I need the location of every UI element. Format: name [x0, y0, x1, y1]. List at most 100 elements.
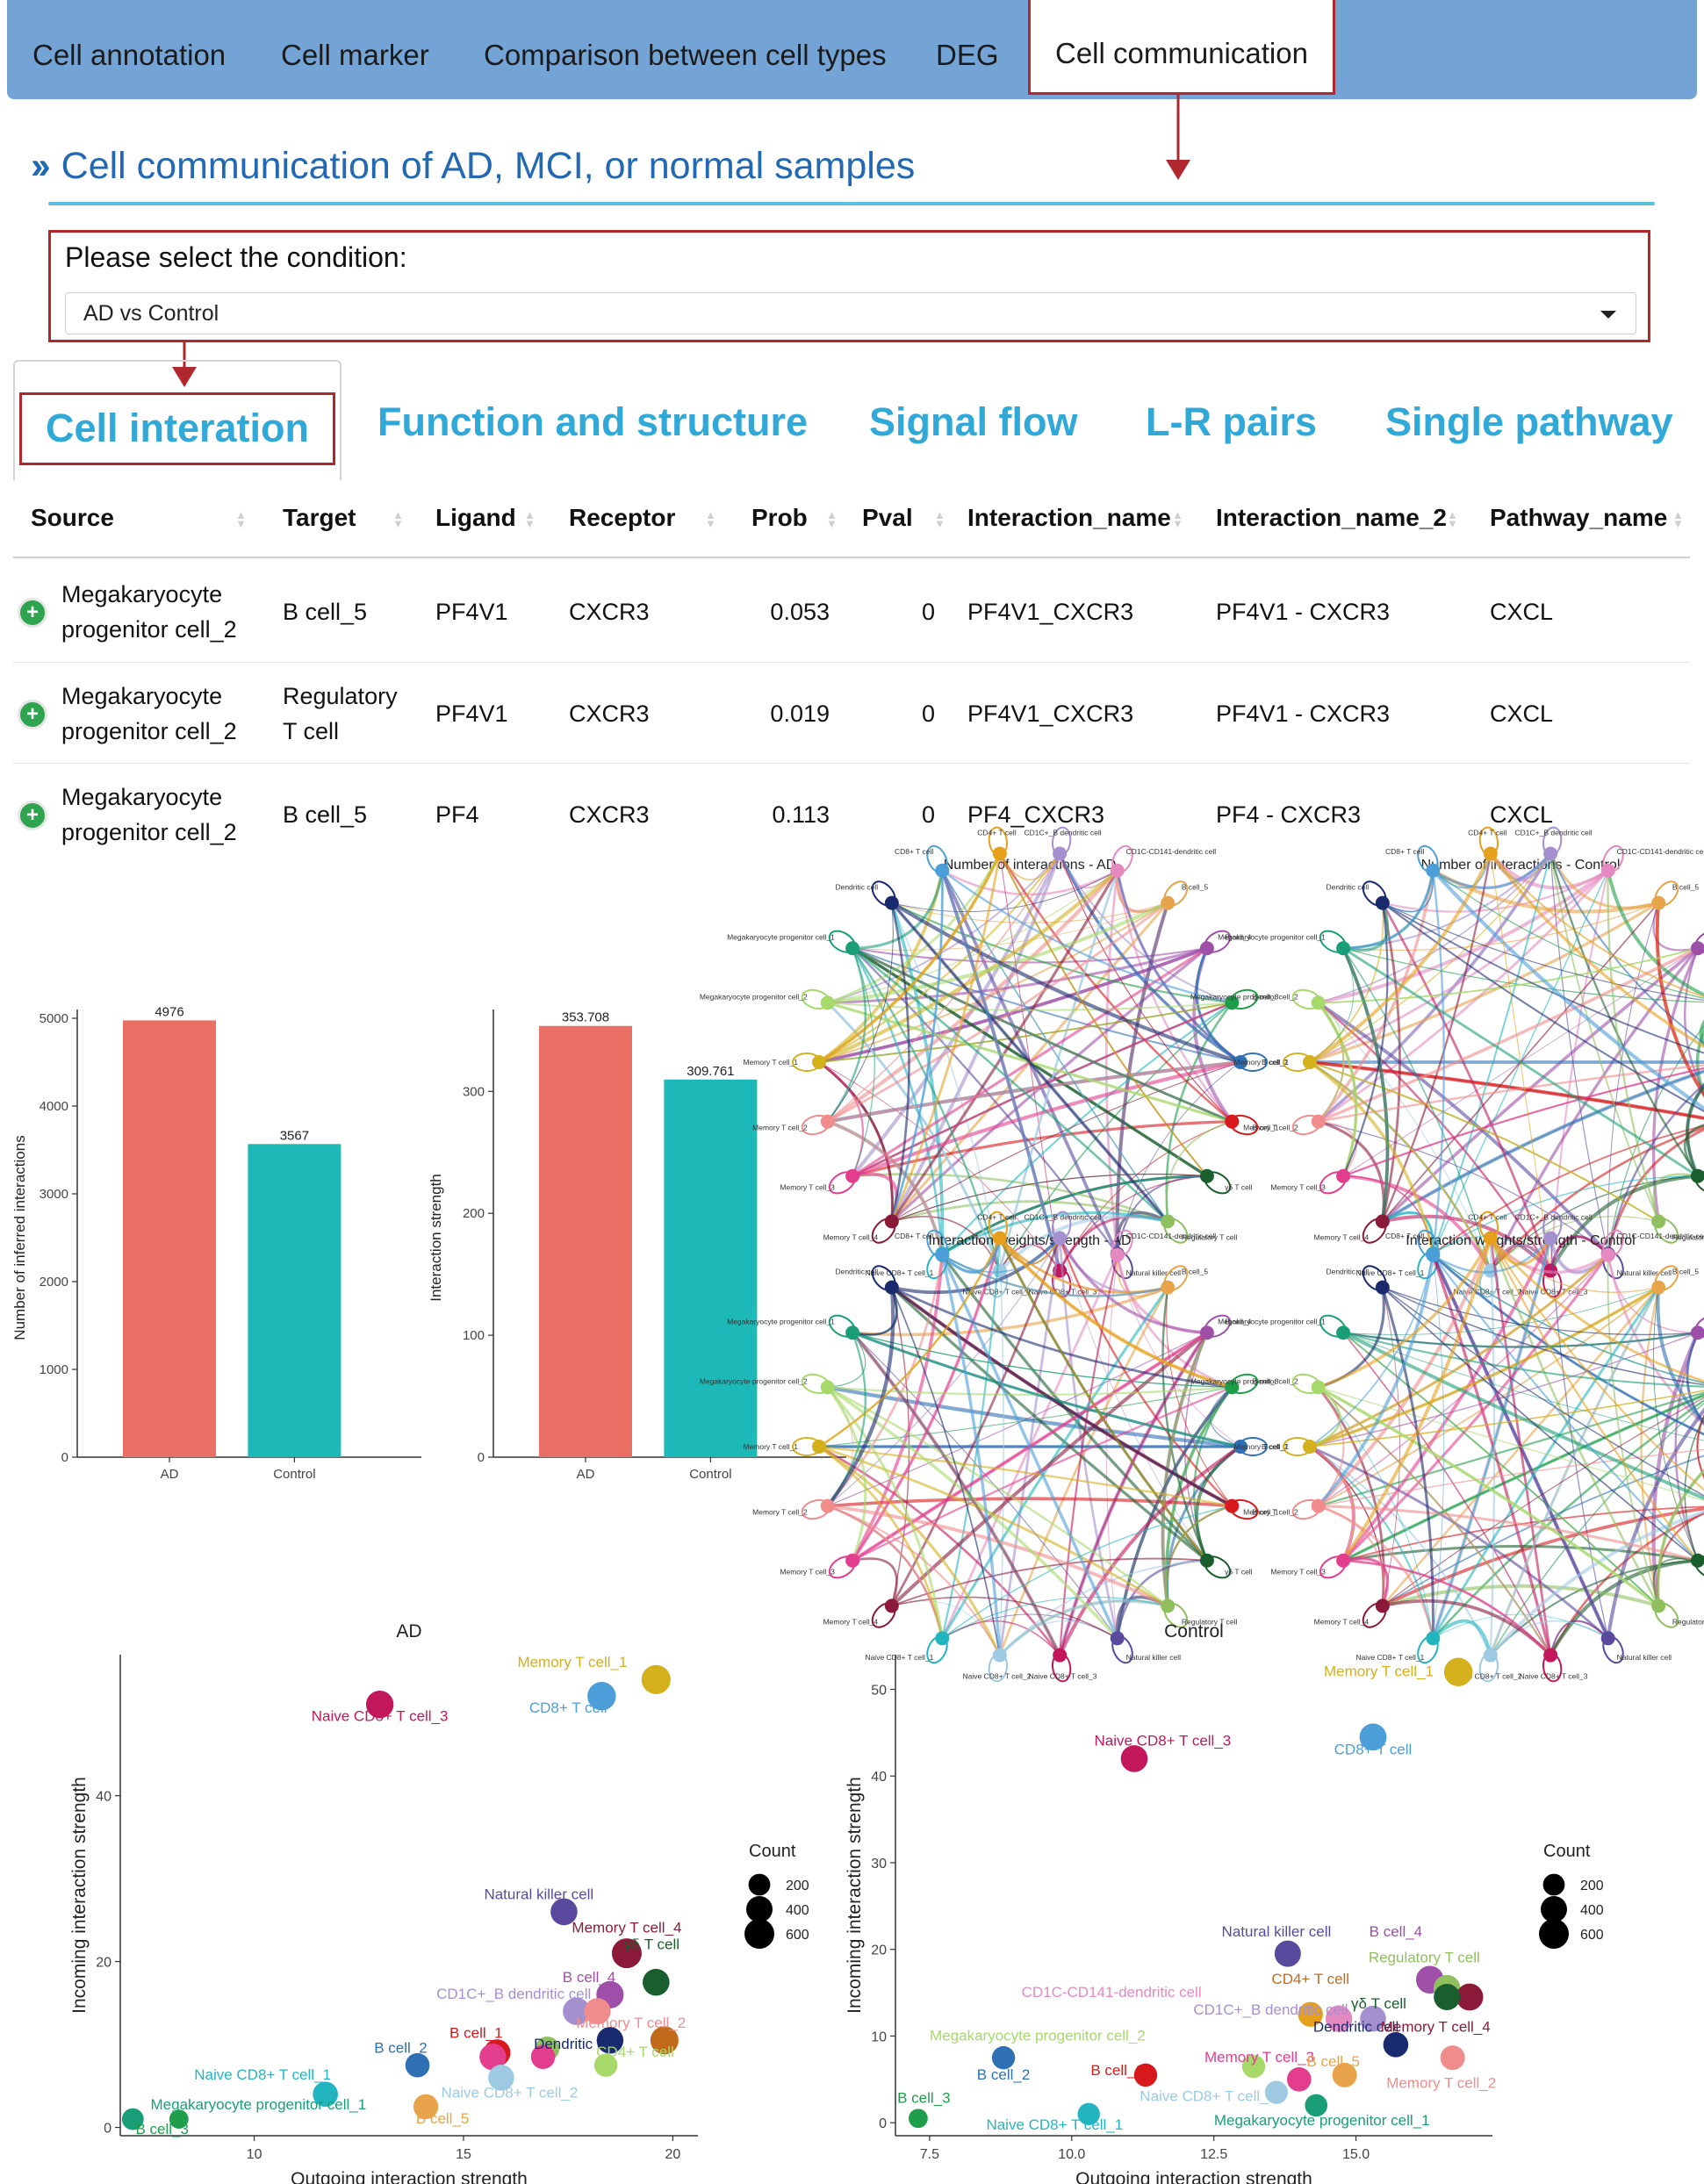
network-edge: [1309, 869, 1609, 1064]
network-node: [1199, 1325, 1214, 1340]
cell-prob: 0.053: [770, 599, 830, 625]
scatter-point: [1264, 2080, 1289, 2104]
network-node: [1375, 1280, 1390, 1295]
network-node: [1690, 1168, 1704, 1183]
subtab-cell-interation[interactable]: Cell interation: [19, 392, 335, 465]
network-edge: [1166, 1287, 1233, 1506]
cell-interaction-name-2: PF4V1 - CXCR3: [1216, 599, 1391, 625]
network-node-label: Memory T cell_3: [1270, 1183, 1326, 1192]
network-node: [1311, 1114, 1326, 1129]
subtab-single-pathway[interactable]: Single pathway: [1385, 399, 1673, 444]
legend-size-label: 600: [1580, 1928, 1604, 1943]
network-node: [1110, 1247, 1125, 1262]
network-node: [1375, 1214, 1390, 1229]
network-title: Number of interactions - AD: [944, 858, 1117, 873]
network-node-label: B cell_5: [1182, 882, 1209, 891]
tab-deg[interactable]: DEG: [936, 39, 999, 71]
y-axis-title: Incoming interaction strength: [69, 1777, 90, 2014]
column-header-pval[interactable]: Pval: [862, 504, 913, 531]
network-node: [1053, 1231, 1068, 1246]
network-edge: [1431, 869, 1704, 1111]
y-tick-label: 5000: [40, 1011, 68, 1026]
y-tick-label: 50: [871, 1683, 887, 1698]
column-header-target[interactable]: Target: [283, 504, 356, 531]
sort-icon[interactable]: ▲ ▼: [1672, 508, 1684, 530]
cell-target: B cell_5: [283, 801, 368, 828]
column-header-source[interactable]: Source: [31, 504, 114, 531]
network-edge: [891, 1287, 1001, 1656]
sort-icon[interactable]: ▲ ▼: [1447, 508, 1458, 530]
network-node-label: Megakaryocyte progenitor cell_2: [1190, 1377, 1298, 1386]
network-edge: [827, 852, 1061, 1004]
network-node-label: B cell_1: [1252, 1123, 1279, 1132]
expand-row-button[interactable]: +: [18, 801, 47, 830]
scatter-point: [991, 2045, 1016, 2070]
subtab-frame: [13, 360, 342, 480]
condition-select[interactable]: AD vs Control: [65, 292, 1636, 334]
network-node: [1110, 863, 1125, 878]
scatter-point: [1298, 2001, 1323, 2027]
scatter-point: [1383, 2032, 1409, 2058]
sort-icon[interactable]: ▲ ▼: [524, 508, 536, 530]
point-label: B cell_5: [1306, 2053, 1359, 2070]
expand-row-button[interactable]: +: [18, 598, 47, 628]
network-node: [845, 1553, 860, 1568]
scatter-point: [909, 2109, 928, 2129]
network-node: [884, 1214, 899, 1229]
point-label: B cell_4: [563, 1969, 615, 1986]
network-edge: [1309, 1286, 1660, 1448]
column-header-prob[interactable]: Prob: [751, 504, 808, 531]
scatter-point: [611, 1938, 642, 1969]
sort-icon[interactable]: ▲ ▼: [705, 508, 716, 530]
network-node-label: B cell_1: [1252, 1507, 1279, 1516]
y-tick-label: 40: [871, 1770, 887, 1785]
legend-size-marker: [1542, 1873, 1565, 1896]
network-edge: [1342, 1254, 1609, 1562]
network-edge: [1489, 1237, 1704, 1491]
column-header-pathway-name[interactable]: Pathway_name: [1490, 504, 1668, 531]
bar-control: [664, 1079, 758, 1457]
condition-label: Please select the condition:: [65, 241, 407, 273]
column-header-interaction-name-2[interactable]: Interaction_name_2: [1216, 504, 1447, 531]
tab-cell-marker[interactable]: Cell marker: [281, 39, 429, 71]
sort-icon[interactable]: ▲ ▼: [826, 508, 838, 530]
legend-size-label: 400: [1580, 1903, 1604, 1918]
tab-cell-communication[interactable]: Cell communication: [1028, 0, 1335, 95]
legend-size-marker: [748, 1873, 771, 1896]
point-label: Regulatory T cell: [1369, 1950, 1480, 1966]
network-edge: [1342, 1332, 1704, 1441]
sort-icon[interactable]: ▲ ▼: [392, 508, 404, 530]
subtab-l-r-pairs[interactable]: L-R pairs: [1146, 399, 1318, 444]
tab-cell-annotation[interactable]: Cell annotation: [32, 39, 226, 71]
column-header-receptor[interactable]: Receptor: [569, 504, 676, 531]
point-label: B cell_5: [416, 2110, 469, 2127]
network-edge: [1684, 1415, 1704, 1562]
column-header-ligand[interactable]: Ligand: [435, 504, 516, 531]
network-node: [820, 995, 835, 1010]
network-edge: [827, 1505, 1001, 1656]
sort-icon[interactable]: ▲ ▼: [934, 508, 945, 530]
sort-icon[interactable]: ▲ ▼: [1172, 508, 1183, 530]
cell-interaction-name: PF4V1_CXCR3: [967, 700, 1134, 727]
condition-selector: Please select the condition: AD vs Contr…: [48, 230, 1650, 342]
network-edge: [1309, 902, 1659, 1064]
network-edge: [890, 901, 1241, 1064]
point-label: Naive CD8+ T cell_2: [1140, 2088, 1276, 2105]
x-tick-label: 10.0: [1058, 2147, 1085, 2162]
network-edge: [891, 870, 1118, 912]
network-node: [1336, 941, 1351, 956]
expand-row-button[interactable]: +: [18, 700, 47, 729]
network-edge: [998, 1598, 1168, 1656]
sort-icon[interactable]: ▲ ▼: [235, 508, 247, 530]
network-edge: [1489, 1237, 1699, 1562]
network-edge: [1432, 1237, 1552, 1274]
subtab-function-and-structure[interactable]: Function and structure: [377, 399, 809, 444]
network-node-label: Memory T cell_1: [743, 1058, 798, 1067]
tab-comparison-between-cell-types[interactable]: Comparison between cell types: [484, 39, 887, 71]
cell-receptor: CXCR3: [569, 599, 650, 625]
column-header-interaction-name[interactable]: Interaction_name: [967, 504, 1171, 531]
network-edge: [890, 902, 910, 1222]
network-node: [1053, 846, 1068, 861]
subtab-signal-flow[interactable]: Signal flow: [869, 399, 1078, 444]
y-tick-label: 1000: [40, 1362, 68, 1377]
